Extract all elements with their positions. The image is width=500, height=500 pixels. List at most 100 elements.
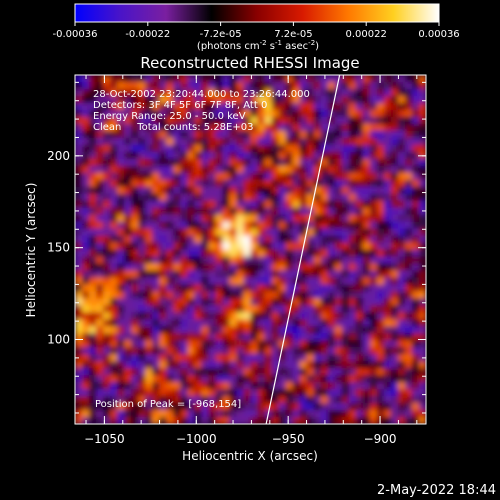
heatmap-cell — [257, 88, 266, 97]
heatmap-cell — [145, 137, 153, 146]
heatmap-cell — [243, 256, 251, 264]
heatmap-cell — [369, 200, 378, 209]
heatmap-cell — [152, 319, 160, 327]
heatmap-cell — [257, 137, 266, 146]
heatmap-cell — [96, 151, 104, 160]
heatmap-cell — [299, 81, 308, 90]
heatmap-cell — [376, 319, 385, 327]
heatmap-cell — [187, 277, 195, 285]
heatmap-cell — [208, 249, 216, 257]
heatmap-cell — [138, 172, 146, 181]
heatmap-cell — [89, 389, 97, 397]
heatmap-cell — [229, 221, 237, 230]
heatmap-cell — [215, 263, 223, 271]
heatmap-cell — [215, 291, 223, 299]
heatmap-cell — [390, 410, 399, 418]
heatmap-cell — [369, 382, 378, 390]
heatmap-cell — [362, 382, 371, 390]
heatmap-cell — [110, 242, 118, 250]
heatmap-cell — [180, 361, 188, 369]
heatmap-cell — [159, 410, 167, 418]
heatmap-cell — [208, 200, 216, 209]
heatmap-cell — [292, 123, 301, 132]
heatmap-cell — [110, 144, 118, 153]
heatmap-cell — [215, 270, 223, 278]
heatmap-cell — [187, 326, 195, 334]
heatmap-cell — [243, 221, 251, 230]
heatmap-cell — [292, 333, 301, 341]
heatmap-cell — [96, 235, 104, 244]
heatmap-cell — [397, 130, 406, 139]
heatmap-cell — [334, 158, 343, 167]
heatmap-cell — [390, 298, 399, 306]
heatmap-cell — [355, 249, 364, 257]
heatmap-cell — [131, 200, 139, 209]
heatmap-cell — [404, 417, 413, 424]
heatmap-cell — [222, 249, 230, 257]
heatmap-cell — [278, 361, 287, 369]
heatmap-cell — [320, 270, 329, 278]
heatmap-cell — [201, 340, 209, 348]
heatmap-cell — [180, 221, 188, 230]
heatmap-cell — [313, 130, 322, 139]
heatmap-cell — [362, 312, 371, 320]
heatmap-cell — [110, 361, 118, 369]
heatmap-cell — [145, 165, 153, 174]
heatmap-cell — [292, 186, 301, 195]
heatmap-cell — [173, 102, 181, 111]
heatmap-cell — [404, 179, 413, 188]
heatmap-cell — [243, 102, 251, 111]
heatmap-cell — [404, 375, 413, 383]
heatmap-cell — [89, 340, 97, 348]
heatmap-cell — [89, 102, 97, 111]
heatmap-cell — [145, 207, 153, 216]
heatmap-cell — [236, 165, 244, 174]
heatmap-cell — [215, 375, 223, 383]
heatmap-cell — [166, 270, 174, 278]
heatmap-cell — [166, 263, 174, 271]
heatmap-cell — [334, 221, 343, 230]
heatmap-cell — [215, 326, 223, 334]
heatmap-cell — [313, 123, 322, 132]
heatmap-cell — [187, 298, 195, 306]
colorbar-tick-label: -0.00036 — [53, 29, 98, 40]
heatmap-cell — [362, 249, 371, 257]
heatmap-cell — [355, 347, 364, 355]
heatmap-cell — [404, 88, 413, 97]
heatmap-cell — [110, 158, 118, 167]
heatmap-cell — [215, 158, 223, 167]
heatmap-cell — [313, 284, 322, 292]
heatmap-cell — [173, 214, 181, 223]
heatmap-cell — [138, 137, 146, 146]
heatmap-cell — [159, 95, 167, 104]
heatmap-cell — [306, 116, 315, 125]
heatmap-cell — [117, 305, 125, 313]
heatmap-cell — [236, 151, 244, 160]
heatmap-cell — [103, 368, 111, 376]
heatmap-cell — [285, 130, 294, 139]
heatmap-cell — [327, 340, 336, 348]
annotation-peak: Position of Peak = [-968,154] — [95, 399, 241, 410]
heatmap-cell — [103, 347, 111, 355]
heatmap-cell — [124, 200, 132, 209]
heatmap-cell — [75, 305, 83, 313]
heatmap-cell — [341, 354, 350, 362]
heatmap-cell — [173, 186, 181, 195]
heatmap-cell — [236, 235, 244, 244]
heatmap-cell — [383, 277, 392, 285]
heatmap-cell — [96, 333, 104, 341]
heatmap-cell — [75, 375, 83, 383]
heatmap-cell — [264, 242, 273, 250]
heatmap-cell — [173, 312, 181, 320]
heatmap-cell — [376, 256, 385, 264]
heatmap-cell — [236, 354, 244, 362]
heatmap-cell — [313, 403, 322, 411]
heatmap-cell — [117, 81, 125, 90]
heatmap-cell — [187, 137, 195, 146]
heatmap-cell — [397, 347, 406, 355]
heatmap-cell — [313, 291, 322, 299]
heatmap-cell — [82, 410, 90, 418]
heatmap-cell — [341, 151, 350, 160]
heatmap-cell — [173, 144, 181, 153]
heatmap-cell — [103, 382, 111, 390]
